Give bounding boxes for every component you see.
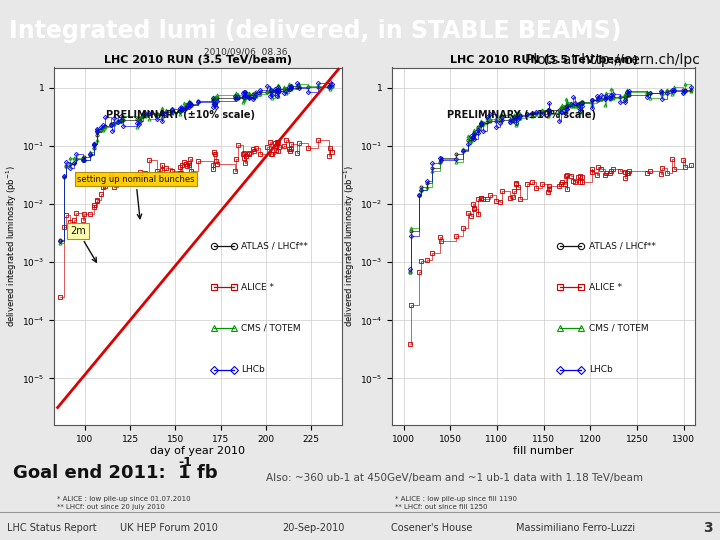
Text: LHCb: LHCb	[589, 365, 613, 374]
Text: -1: -1	[179, 456, 192, 469]
Text: * ALICE : low pile-up since 01.07.2010
** LHCf: out since 20 july 2010: * ALICE : low pile-up since 01.07.2010 *…	[57, 496, 191, 510]
Text: Cosener's House: Cosener's House	[391, 523, 473, 533]
Text: Massimiliano Ferro-Luzzi: Massimiliano Ferro-Luzzi	[516, 523, 636, 533]
Text: ATLAS / LHCf**: ATLAS / LHCf**	[589, 242, 656, 251]
Text: ATLAS / LHCf**: ATLAS / LHCf**	[241, 242, 308, 251]
Text: CMS / TOTEM: CMS / TOTEM	[241, 324, 301, 333]
Text: 2010/09/06  08.36: 2010/09/06 08.36	[204, 48, 287, 57]
Text: LHC Status Report: LHC Status Report	[7, 523, 96, 533]
Text: Goal end 2011:  1 fb: Goal end 2011: 1 fb	[13, 464, 217, 482]
Text: PRELIMINARY (±10% scale): PRELIMINARY (±10% scale)	[447, 110, 596, 120]
Text: Plots at http://cern.ch/lpc: Plots at http://cern.ch/lpc	[525, 53, 700, 67]
Text: PRELIMINARY (±10% scale): PRELIMINARY (±10% scale)	[106, 110, 255, 120]
Text: 3: 3	[703, 521, 713, 535]
Text: UK HEP Forum 2010: UK HEP Forum 2010	[120, 523, 218, 533]
Text: * ALICE : low pile-up since fill 1190
** LHCf: out since fill 1250: * ALICE : low pile-up since fill 1190 **…	[395, 496, 518, 510]
Title: LHC 2010 RUN (3.5 TeV/beam): LHC 2010 RUN (3.5 TeV/beam)	[104, 55, 292, 65]
X-axis label: fill number: fill number	[513, 447, 574, 456]
Text: 2m: 2m	[70, 226, 96, 262]
Text: 20-Sep-2010: 20-Sep-2010	[282, 523, 344, 533]
Text: Also: ~360 ub-1 at 450GeV/beam and ~1 ub-1 data with 1.18 TeV/beam: Also: ~360 ub-1 at 450GeV/beam and ~1 ub…	[266, 472, 644, 483]
Text: ALICE *: ALICE *	[241, 283, 274, 292]
Text: LHCb: LHCb	[241, 365, 265, 374]
X-axis label: day of year 2010: day of year 2010	[150, 447, 246, 456]
Title: LHC 2010 RUN (3.5 TeV/beam): LHC 2010 RUN (3.5 TeV/beam)	[449, 55, 638, 65]
Y-axis label: delivered integrated luminosity (pb$^{-1}$): delivered integrated luminosity (pb$^{-1…	[4, 165, 19, 327]
Y-axis label: delivered integrated luminosity (pb$^{-1}$): delivered integrated luminosity (pb$^{-1…	[343, 165, 357, 327]
Text: Integrated lumi (delivered, in STABLE BEAMS): Integrated lumi (delivered, in STABLE BE…	[9, 18, 622, 43]
Text: CMS / TOTEM: CMS / TOTEM	[589, 324, 649, 333]
Text: ALICE *: ALICE *	[589, 283, 622, 292]
Text: setting up nominal bunches: setting up nominal bunches	[77, 175, 194, 219]
